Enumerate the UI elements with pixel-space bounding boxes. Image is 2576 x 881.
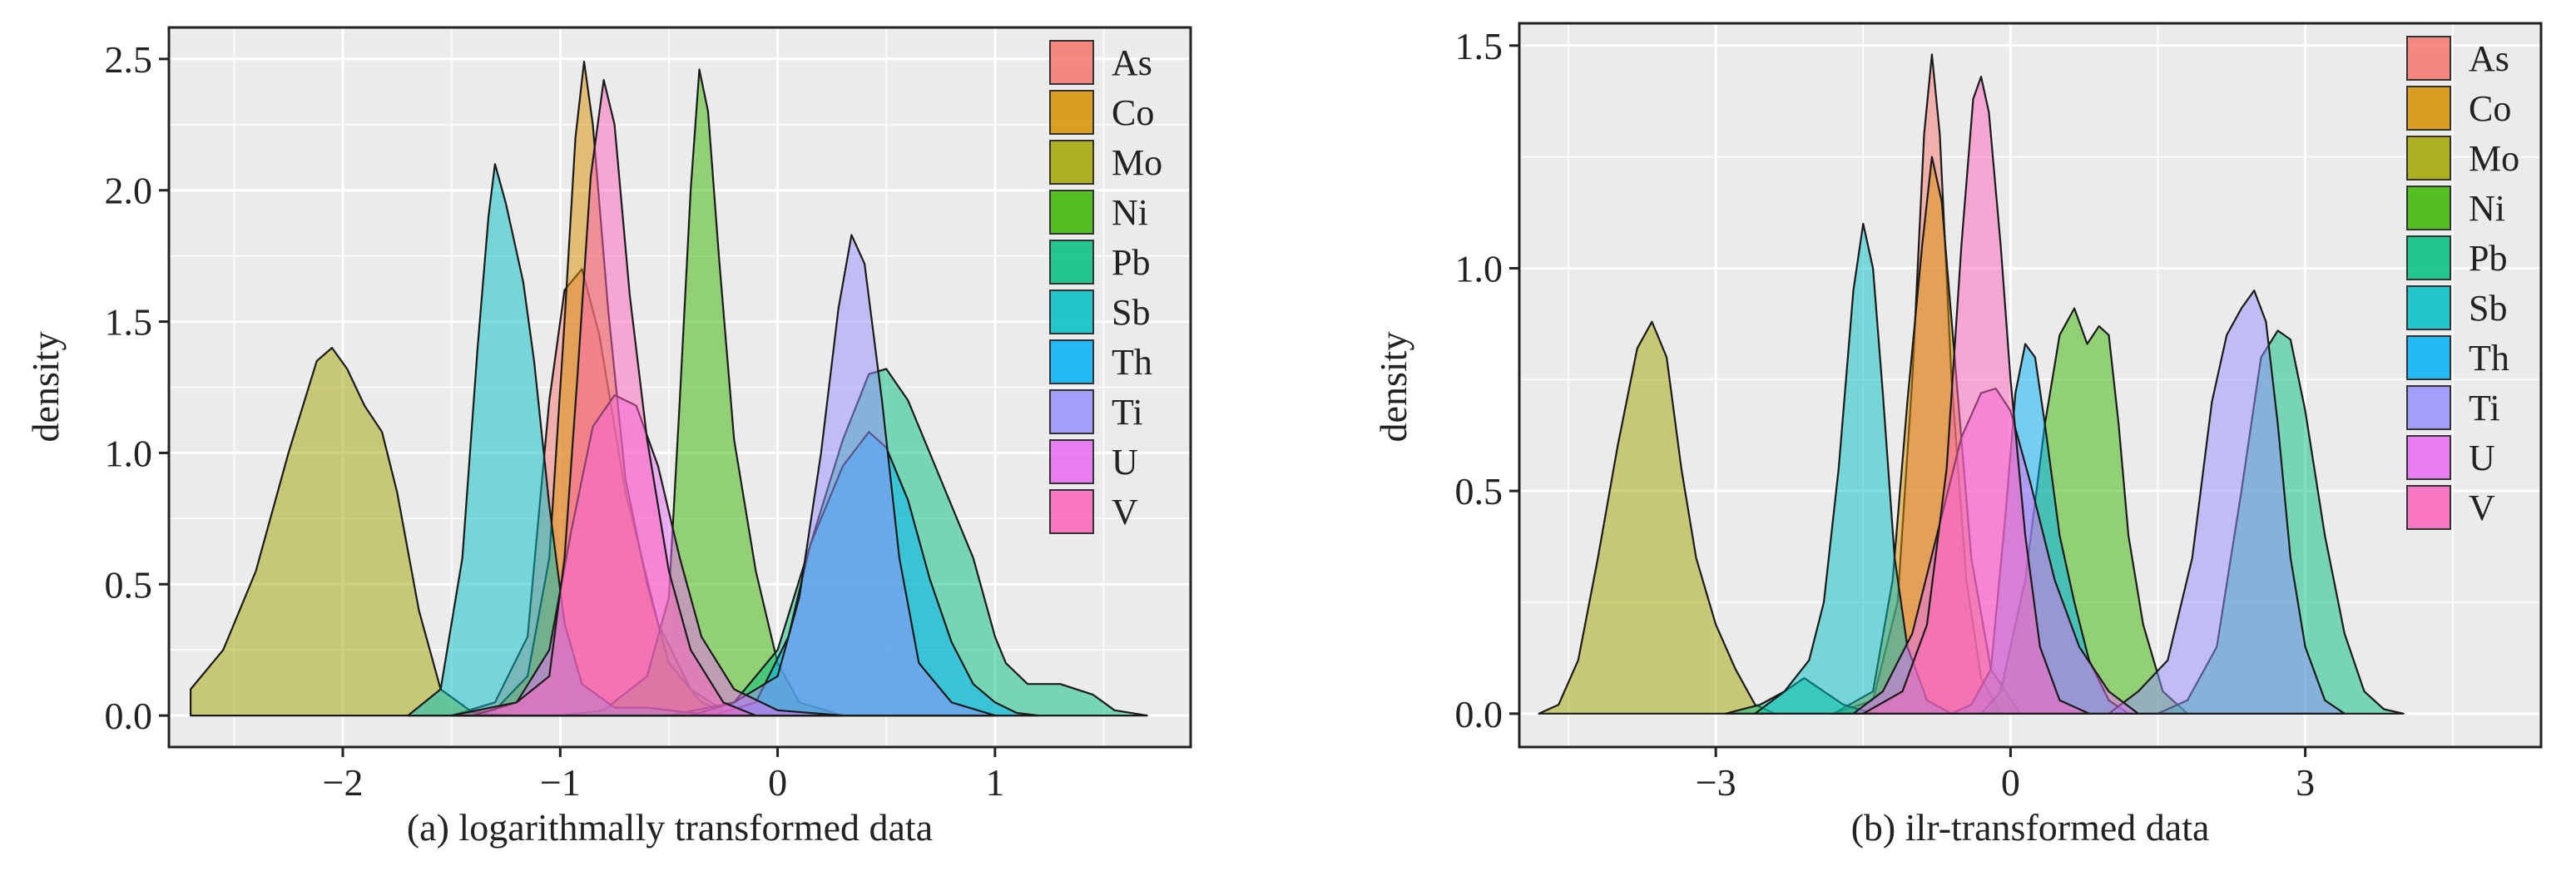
- legend-swatch-v: [1049, 489, 1094, 534]
- y-tick-label: 1.0: [1455, 247, 1503, 290]
- y-tick-label: 0.5: [1455, 470, 1503, 512]
- legend-swatch-pb: [1049, 240, 1094, 285]
- legend-label-mo: Mo: [2469, 138, 2519, 179]
- legend-label-as: As: [1112, 42, 1152, 83]
- x-tick-label: 0: [2001, 761, 2020, 804]
- legend-label-sb: Sb: [2469, 288, 2507, 329]
- x-tick-label: 1: [985, 761, 1004, 804]
- y-tick-label: 1.0: [105, 432, 153, 474]
- legend-label-ti: Ti: [2469, 388, 2500, 428]
- legend-swatch-ti: [1049, 389, 1094, 434]
- legend-swatch-co: [2406, 86, 2451, 131]
- legend-label-v: V: [2469, 488, 2495, 528]
- legend-swatch-ti: [2406, 385, 2451, 430]
- legend-swatch-ni: [2406, 186, 2451, 230]
- legend-swatch-as: [1049, 40, 1094, 85]
- panel-a-legend: As Co Mo Ni Pb Sb Th Ti UV: [1049, 40, 1162, 534]
- x-tick-label: 0: [768, 761, 787, 804]
- legend-label-th: Th: [2469, 338, 2509, 379]
- panel-a-plot-border: [167, 26, 1192, 749]
- density-area-ti: [2108, 290, 2346, 715]
- legend-label-u: U: [1112, 442, 1138, 483]
- legend-swatch-v: [2406, 485, 2451, 530]
- panel-b-y-ticks: 0.0 0.5 1.0 1.5: [1455, 25, 1519, 735]
- y-tick-label: 1.5: [105, 301, 153, 344]
- x-tick-label: −2: [323, 761, 364, 804]
- legend-label-ti: Ti: [1112, 392, 1143, 433]
- legend-label-ni: Ni: [1112, 192, 1148, 233]
- legend-swatch-pb: [2406, 235, 2451, 280]
- legend-swatch-mo: [1049, 140, 1094, 185]
- legend-swatch-as: [2406, 36, 2451, 81]
- legend-swatch-mo: [2406, 136, 2451, 181]
- panel-b-x-ticks: −3 0 3: [1696, 747, 2315, 804]
- legend-label-co: Co: [2469, 88, 2511, 129]
- legend-label-pb: Pb: [2469, 238, 2507, 279]
- x-tick-label: −3: [1696, 761, 1736, 804]
- legend-swatch-th: [1049, 339, 1094, 384]
- y-tick-label: 0.0: [105, 695, 153, 737]
- y-tick-label: 1.5: [1455, 25, 1503, 67]
- density-area-v: [450, 79, 757, 717]
- panel-b-legend: As Co Mo Ni Pb Sb Th Ti UV: [2406, 36, 2519, 530]
- x-tick-label: 3: [2296, 761, 2315, 804]
- legend-label-v: V: [1112, 492, 1138, 532]
- legend-swatch-u: [2406, 435, 2451, 480]
- panel-a-caption: (a) logarithmally transformed data: [407, 806, 933, 849]
- legend-label-th: Th: [1112, 342, 1152, 383]
- legend-swatch-u: [1049, 439, 1094, 484]
- panel-a-y-ticks: 0.0 0.5 1.0 1.5 2.0 2.5: [105, 38, 169, 737]
- legend-swatch-sb: [1049, 290, 1094, 334]
- legend-swatch-th: [2406, 335, 2451, 380]
- panel-b-density-chart: −3 0 3 0.0 0.5 1.0 1.5 density (b) ilr-transf…: [1372, 22, 2543, 849]
- panel-b-plot-border: [1518, 22, 2543, 749]
- legend-swatch-ni: [1049, 190, 1094, 235]
- panel-a-y-axis-title: density: [24, 332, 67, 443]
- legend-label-co: Co: [1112, 92, 1154, 133]
- legend-label-sb: Sb: [1112, 292, 1150, 333]
- panel-a-density-chart: −2 −1 0 1 0.0 0.5 1.0 1.5 2.0 2.5 density (a) lo…: [24, 26, 1192, 849]
- density-area-ti: [690, 234, 996, 717]
- y-tick-label: 2.5: [105, 38, 153, 81]
- panel-b-y-axis-title: density: [1372, 332, 1414, 443]
- panel-b-density-series: [1538, 53, 2405, 715]
- y-tick-label: 0.0: [1455, 693, 1503, 735]
- density-area-v: [1862, 76, 2090, 715]
- legend-swatch-co: [1049, 90, 1094, 135]
- panel-b-caption: (b) ilr-transformed data: [1851, 806, 2210, 849]
- legend-label-as: As: [2469, 38, 2509, 79]
- legend-label-mo: Mo: [1112, 142, 1162, 183]
- panel-a-density-series: [190, 60, 1148, 717]
- legend-label-ni: Ni: [2469, 188, 2505, 229]
- legend-label-pb: Pb: [1112, 242, 1150, 283]
- y-tick-label: 2.0: [105, 170, 153, 212]
- legend-swatch-sb: [2406, 285, 2451, 330]
- legend-label-u: U: [2469, 438, 2495, 478]
- panel-a-x-ticks: −2 −1 0 1: [323, 747, 1004, 804]
- density-area-mo: [1538, 320, 1776, 715]
- x-tick-label: −1: [540, 761, 581, 804]
- y-tick-label: 0.5: [105, 563, 153, 606]
